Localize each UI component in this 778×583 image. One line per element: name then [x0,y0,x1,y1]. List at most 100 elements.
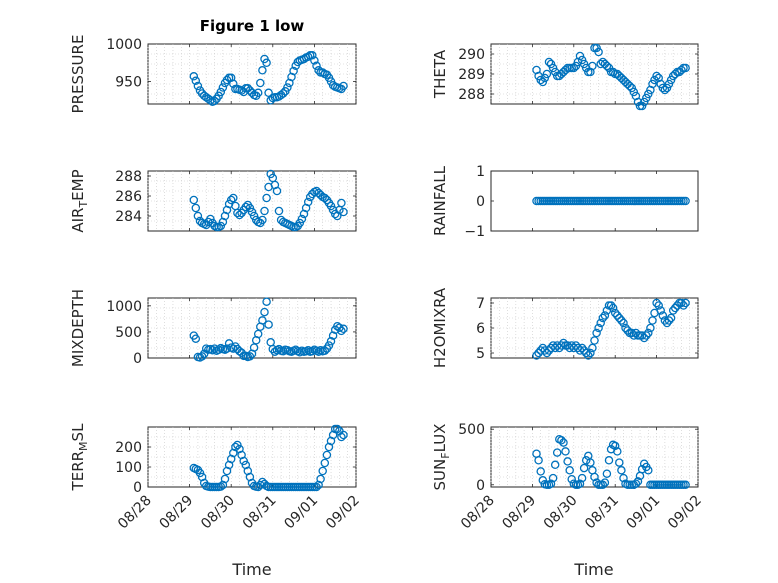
data-point [210,96,219,106]
y-tick-label: 7 [476,296,485,312]
x-tick-label: 08/30 [198,493,238,533]
y-tick-label: 200 [115,440,142,456]
data-point [608,303,618,313]
data-point [318,68,327,77]
plot-area [490,426,699,488]
data-point [266,169,275,179]
data-point [262,58,271,68]
data-point [637,101,647,111]
data-point [577,473,587,483]
data-point [590,472,599,482]
data-point [559,438,568,447]
data-point [637,464,647,474]
data-point [668,306,678,315]
data-point [600,478,610,487]
data-point [644,89,653,99]
y-tick-label: 0 [476,478,485,494]
y-tick-label: 1000 [106,37,142,53]
data-point [318,466,327,476]
data-point [216,482,226,491]
data-point [314,347,323,356]
data-point [617,466,626,475]
data-point [191,76,201,86]
data-point [617,316,626,325]
data-point [642,331,651,340]
data-point [326,201,336,211]
data-point [656,79,665,89]
y-tick-label: 288 [458,87,485,103]
data-point [658,83,668,93]
data-point [303,52,313,62]
y-tick-label: 288 [115,169,142,185]
data-point [328,205,338,215]
data-point [610,441,620,451]
data-point [586,458,595,467]
data-point [258,316,267,325]
data-point [337,198,346,208]
data-point [548,473,558,483]
data-point [650,75,659,85]
subplot-h2omixra: 5 6 7 H2OMIXRA [431,287,699,368]
data-point [552,448,562,457]
data-point [320,193,330,203]
data-point [258,215,267,225]
data-point [581,348,591,358]
data-point [600,311,610,320]
y-tick-label: 0 [133,480,142,496]
data-point [536,75,545,85]
y-axis-label: H2OMIXRA [431,287,449,368]
data-point [206,96,215,105]
data-point [577,55,587,65]
data-point [208,345,217,355]
data-point [297,214,307,224]
data-point [646,323,655,333]
data-point [229,193,238,203]
data-point [681,63,690,73]
data-point [613,447,622,456]
subplot-rainfall: −1 0 1 RAINFALL [431,164,699,240]
data-point [231,442,240,452]
data-point [312,482,321,492]
data-point [193,211,203,221]
data-point [644,466,653,475]
y-tick-label: 1 [476,164,485,180]
figure-title: Figure 1 low [200,17,305,35]
data-point [633,477,643,486]
data-point [642,93,651,103]
data-point [588,343,597,353]
y-tick-label: 290 [458,47,485,63]
data-point [295,348,305,357]
data-point [258,66,267,75]
data-point [598,313,608,323]
data-point [274,206,284,216]
data-point [289,66,298,76]
data-point [581,456,591,465]
data-point [567,474,576,484]
data-point [314,66,323,75]
data-point [249,211,259,221]
data-point [594,323,603,333]
data-point [677,65,686,75]
data-point [283,83,292,92]
data-point [193,81,203,91]
data-point [339,81,348,91]
y-axis-label: PRESSURE [69,35,87,114]
y-axis-label: SUNFLUX [431,424,452,491]
data-point [333,424,342,434]
y-tick-label: 950 [115,75,142,91]
data-point [557,341,566,350]
data-point [579,463,589,473]
data-point [262,297,271,306]
data-point [664,316,674,325]
data-point [656,306,665,315]
data-point [542,348,552,358]
data-point [303,197,313,207]
data-point [272,186,282,196]
y-tick-label: 0 [476,194,485,210]
data-point [243,84,253,93]
data-point [627,83,637,93]
data-point [235,346,244,356]
subplot-theta: 288 289 290 THETA [431,43,699,111]
y-tick-label: 100 [115,460,142,476]
data-point [337,326,346,336]
